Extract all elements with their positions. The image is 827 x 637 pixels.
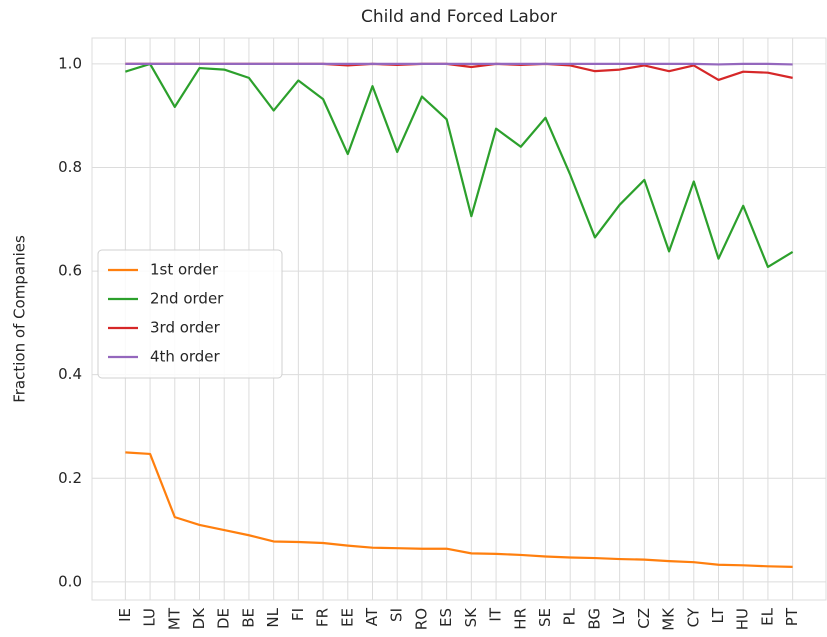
x-tick-label: EL: [758, 607, 776, 625]
series-line: [125, 451, 793, 568]
x-tick-label: LT: [709, 607, 727, 623]
legend-label: 2nd order: [150, 290, 224, 308]
y-tick-label: 0.6: [58, 262, 82, 280]
y-tick-label: 0.4: [58, 365, 82, 383]
y-tick-label: 1.0: [58, 54, 82, 72]
x-tick-label: LV: [610, 607, 628, 625]
x-tick-label: IE: [116, 608, 134, 622]
y-tick-label: 0.8: [58, 158, 82, 176]
x-tick-label: AT: [363, 607, 381, 626]
legend-label: 1st order: [150, 261, 219, 279]
x-tick-label: ES: [437, 608, 455, 627]
x-tick-label: MT: [165, 607, 183, 630]
x-tick-label: FR: [314, 608, 332, 627]
x-tick-label: FI: [289, 608, 307, 621]
legend: 1st order 2nd order 3rd order 4th order: [97, 249, 283, 379]
x-tick-label: IT: [487, 607, 505, 621]
y-tick-label: 0.2: [58, 469, 82, 487]
x-tick-label: HR: [511, 608, 529, 630]
x-tick-label: SE: [536, 608, 554, 627]
x-tick-label: PL: [561, 607, 579, 625]
x-tick-label: CZ: [635, 608, 653, 629]
x-tick-label: PT: [783, 607, 801, 626]
x-tick-label: RO: [412, 608, 430, 630]
series-line: [125, 62, 793, 66]
x-tick-label: BG: [585, 608, 603, 630]
y-axis-label: Fraction of Companies: [11, 235, 29, 403]
legend-label: 3rd order: [150, 319, 221, 337]
x-tick-label: NL: [264, 607, 282, 627]
legend-label: 4th order: [150, 348, 221, 366]
x-tick-label: DK: [190, 607, 208, 630]
x-tick-label: DE: [215, 608, 233, 629]
series-line: [125, 62, 793, 82]
x-tick-label: CY: [684, 607, 702, 627]
x-tick-label: EE: [338, 608, 356, 627]
plot-frame: [91, 37, 827, 601]
x-tick-label: SK: [462, 607, 480, 628]
x-tick-label: HU: [734, 608, 752, 630]
series-line: [125, 62, 794, 269]
x-tick-label: BE: [239, 608, 257, 628]
x-tick-label: SI: [388, 608, 406, 622]
legend-box: [97, 249, 283, 379]
x-tick-label: MK: [660, 607, 678, 631]
y-tick-label: 0.0: [58, 572, 82, 590]
x-tick-label: LU: [141, 608, 159, 627]
chart-title: Child and Forced Labor: [361, 7, 557, 27]
